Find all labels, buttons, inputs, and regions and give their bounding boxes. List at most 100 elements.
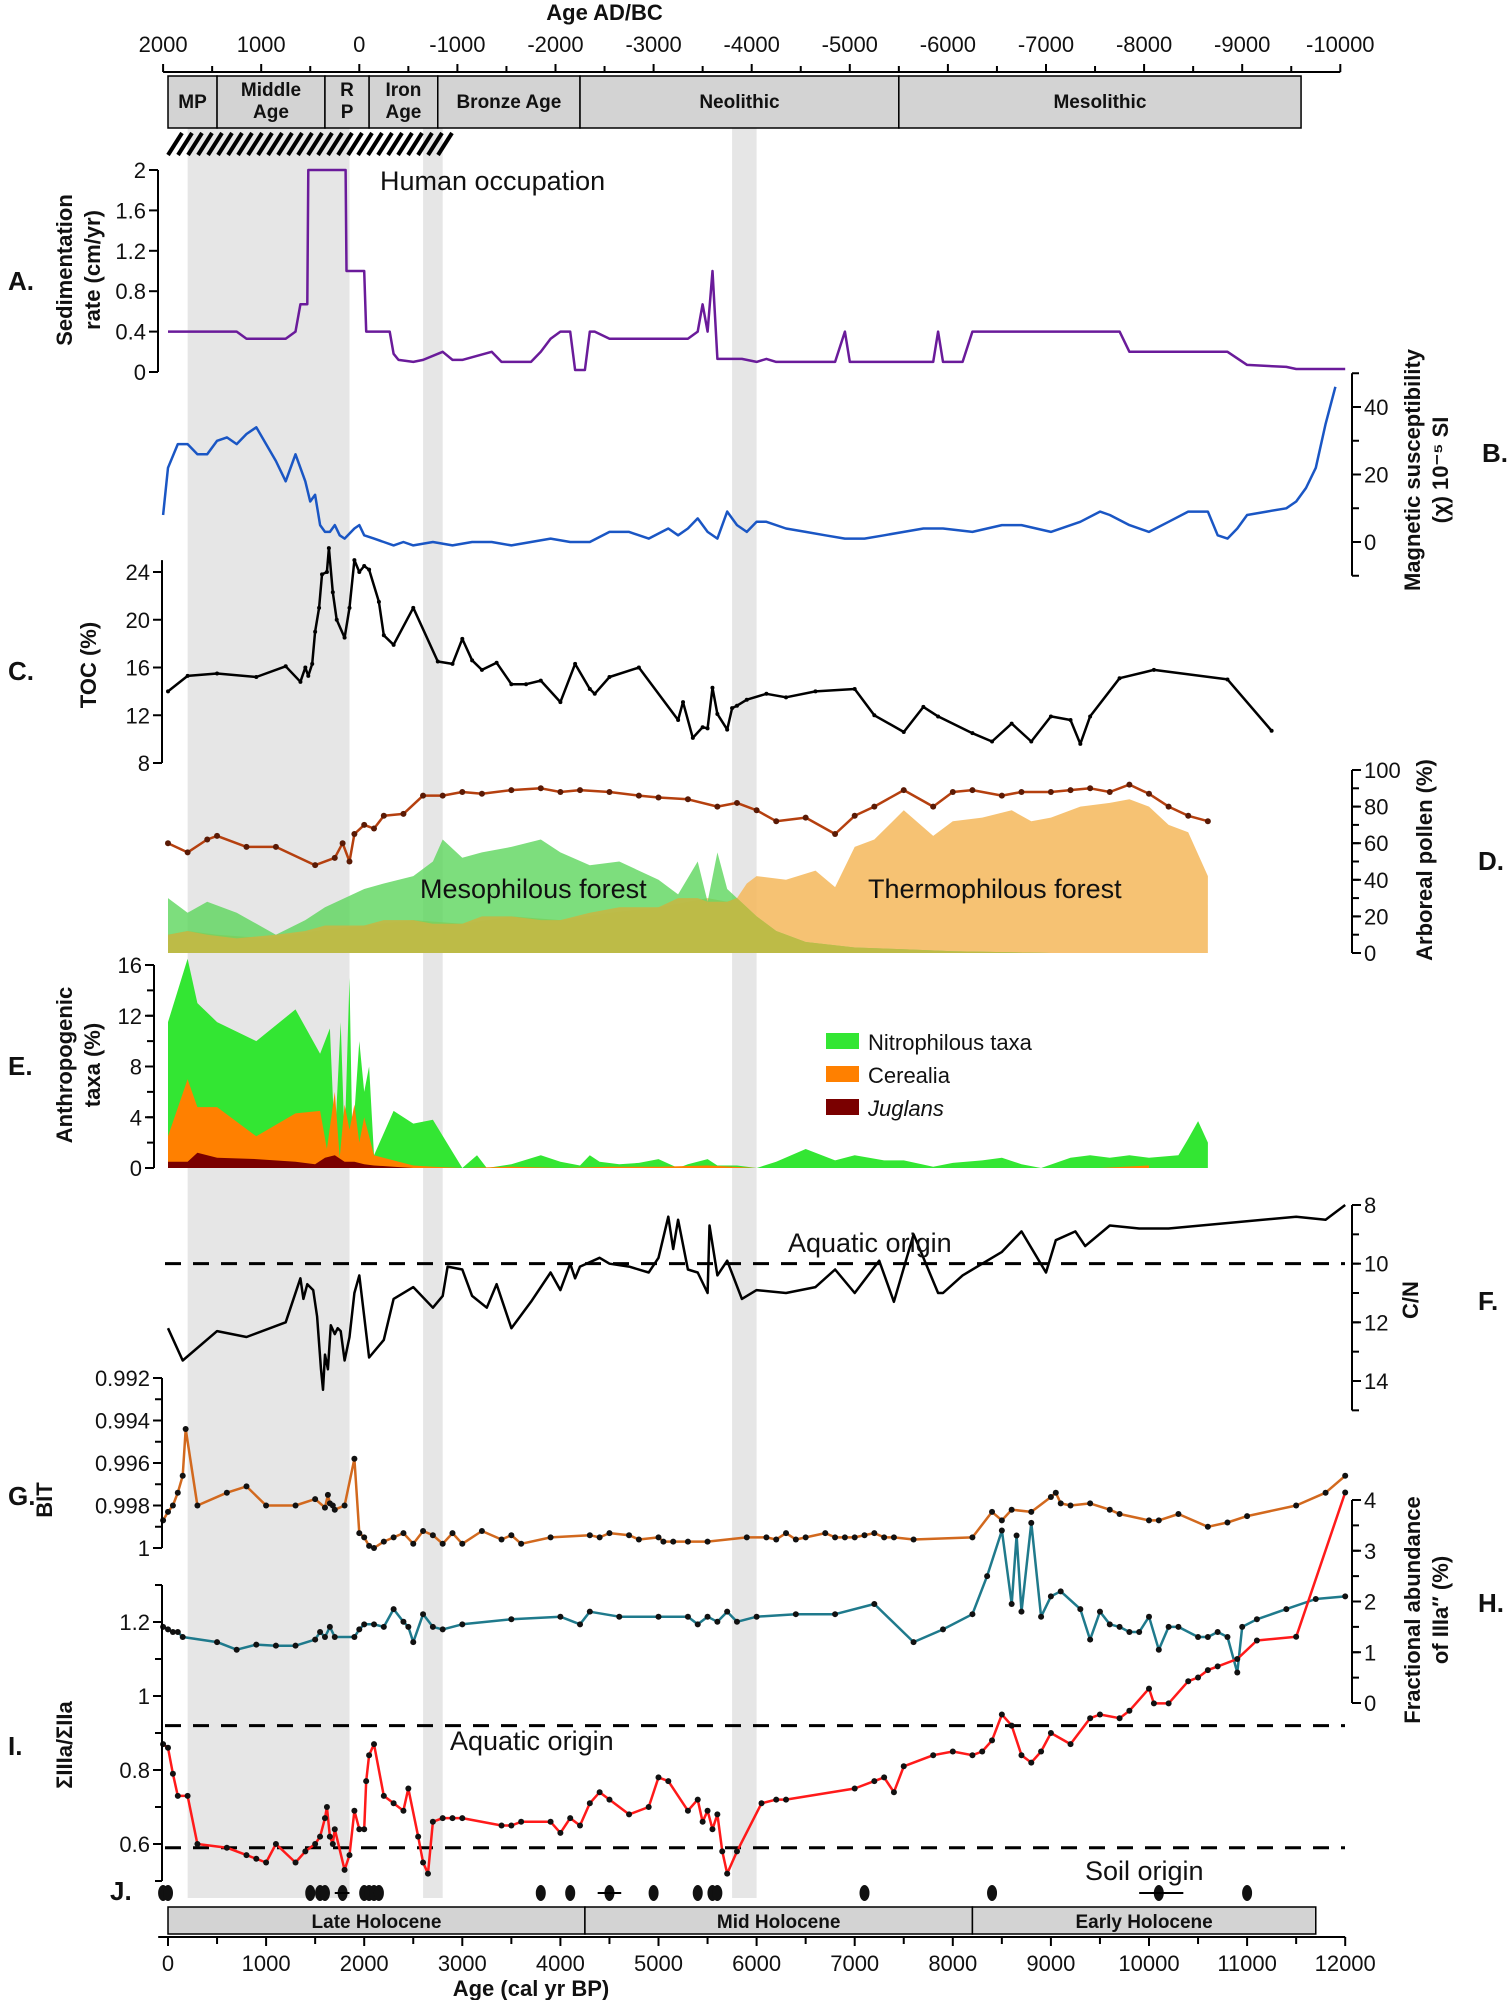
data-point [331, 854, 338, 861]
data-point [861, 1532, 868, 1539]
y-tick-label: 60 [1364, 831, 1388, 856]
data-point [174, 1489, 181, 1496]
data-point [1057, 1588, 1064, 1595]
data-point [381, 633, 386, 638]
data-point [312, 1496, 319, 1503]
top-axis-title: Age AD/BC [546, 0, 663, 25]
y-tick-label: 80 [1364, 795, 1388, 820]
data-point [577, 1822, 584, 1829]
panel-letter-F: F. [1478, 1286, 1498, 1316]
data-point [684, 1538, 691, 1545]
hatch-line [266, 131, 284, 157]
radiocarbon-date-marker [1242, 1885, 1253, 1901]
data-point [998, 1527, 1005, 1534]
hatch-line [206, 131, 224, 157]
data-point [1151, 667, 1156, 672]
data-point [969, 1534, 976, 1541]
data-point [1106, 1506, 1113, 1513]
data-point [587, 686, 592, 691]
data-point [1175, 1623, 1182, 1630]
top-axis-tick-label: -1000 [429, 32, 485, 57]
data-point [194, 1502, 201, 1509]
panel-letter-G: G. [8, 1481, 35, 1511]
annotation-mesophilous: Mesophilous forest [420, 874, 647, 904]
data-point [439, 1815, 446, 1822]
data-point [537, 785, 544, 792]
legend-swatch [826, 1033, 859, 1049]
y-axis-label-E: Anthropogenic [52, 987, 77, 1143]
shaded-interval [187, 128, 350, 1898]
data-point [1204, 1667, 1211, 1674]
y-tick-label: 16 [118, 953, 142, 978]
data-point [429, 1818, 436, 1825]
data-point [1165, 1700, 1172, 1707]
data-point [1146, 1685, 1152, 1692]
panel-letter-E: E. [8, 1051, 33, 1081]
period-label: Mesolithic [1053, 92, 1146, 113]
radiocarbon-date-marker [373, 1885, 384, 1901]
data-point [326, 546, 331, 551]
data-point [586, 1800, 593, 1807]
data-point [733, 799, 740, 806]
y-tick-label: 0.994 [95, 1409, 150, 1434]
data-point [1224, 1519, 1231, 1526]
hatch-line [316, 131, 334, 157]
data-point [1165, 803, 1172, 810]
data-point [351, 1807, 358, 1814]
data-point [165, 1626, 171, 1633]
data-point [361, 1534, 368, 1541]
data-point [773, 1796, 780, 1803]
data-point [744, 697, 749, 702]
data-point [380, 1792, 387, 1799]
hatch-line [436, 131, 454, 157]
y-tick-label: 2 [1364, 1590, 1376, 1615]
data-point [851, 1534, 858, 1541]
data-point [424, 1870, 431, 1877]
forest-overlap-area [168, 898, 1208, 953]
shaded-intervals [187, 128, 757, 1898]
data-point [400, 1807, 407, 1814]
hatch-line [196, 131, 214, 157]
data-point [331, 1634, 338, 1641]
data-point [1234, 1656, 1241, 1662]
data-point [263, 1859, 270, 1866]
top-axis-tick-label: -6000 [920, 32, 976, 57]
top-axis-tick-label: -3000 [625, 32, 681, 57]
data-point [783, 1796, 790, 1803]
data-point [470, 658, 475, 663]
data-point [1136, 1628, 1143, 1635]
data-point [596, 1534, 603, 1541]
data-point [376, 599, 381, 604]
data-point [160, 1517, 167, 1524]
data-point [253, 1641, 260, 1648]
hatch-line [236, 131, 254, 157]
data-point [361, 1621, 368, 1628]
data-point [174, 1792, 181, 1799]
data-point [1146, 1517, 1152, 1524]
data-point [890, 1534, 897, 1541]
data-point [1047, 1494, 1054, 1500]
data-point [331, 1826, 338, 1833]
data-point [725, 727, 730, 732]
data-point [371, 1741, 378, 1748]
y-tick-label: 8 [130, 1055, 142, 1080]
thermophilous-forest-area [168, 799, 1208, 953]
y-tick-label: 0 [1364, 1691, 1376, 1716]
data-point [852, 686, 857, 691]
data-point [1165, 1623, 1172, 1630]
bottom-axis-tick-label: 10000 [1118, 1951, 1179, 1976]
data-point [1013, 1532, 1020, 1539]
data-point [243, 1483, 250, 1490]
hatch-line [406, 131, 424, 157]
annotation-human-occupation: Human occupation [380, 166, 605, 196]
epoch-box [971, 1906, 1317, 1935]
data-point [356, 1530, 363, 1537]
data-point [518, 1540, 525, 1547]
y-tick-label: 10 [1364, 1252, 1388, 1277]
period-label: Middle [241, 80, 301, 101]
hatch-line [396, 131, 414, 157]
data-point [346, 1852, 353, 1859]
data-point [524, 682, 529, 687]
period-box [898, 75, 1302, 129]
data-point [1293, 1502, 1300, 1509]
